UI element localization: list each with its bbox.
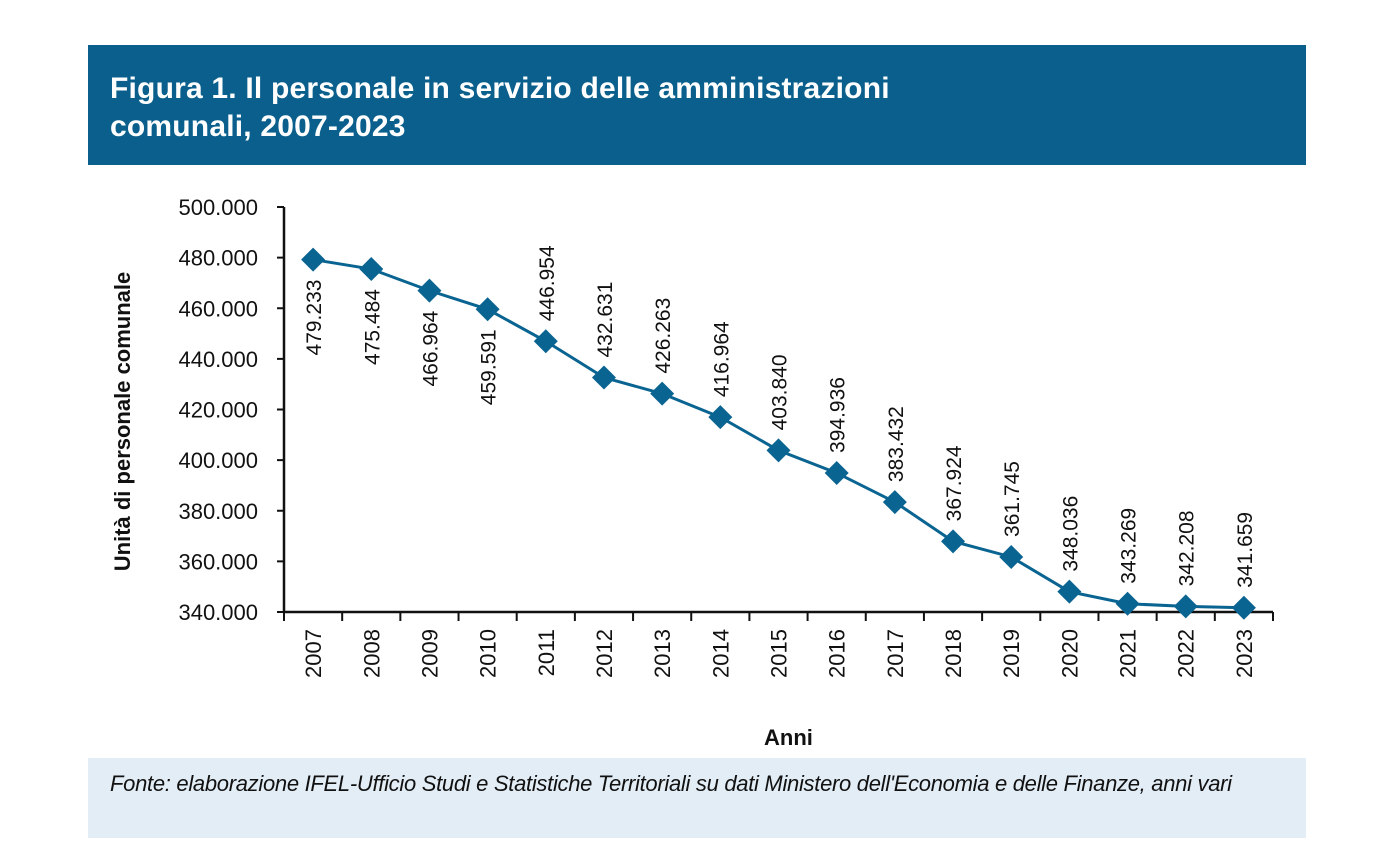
axes: 340.000 360.000 380.000 400.000 420.000 440.0… xyxy=(178,195,1274,678)
line-chart: Unità di personale comunale Anni 340.000… xyxy=(110,195,1274,750)
data-point-marker xyxy=(882,490,907,515)
data-point-marker xyxy=(1057,579,1082,604)
data-point-marker xyxy=(475,297,500,322)
data-point-marker xyxy=(1231,595,1256,620)
y-tick-label: 480.000 xyxy=(178,246,258,271)
x-tick-label: 2018 xyxy=(941,629,966,678)
series-line: 479.233 475.484 466.964 459.591 446.954 432.6… xyxy=(301,245,1257,620)
data-label: 383.432 xyxy=(885,406,908,482)
x-tick-label: 2019 xyxy=(999,629,1024,678)
figure-title: Figura 1. Il personale in servizio delle… xyxy=(110,72,890,143)
x-tick-label: 2020 xyxy=(1057,629,1082,678)
data-label: 394.936 xyxy=(827,377,850,453)
y-tick-label: 400.000 xyxy=(178,448,258,473)
data-label: 342.208 xyxy=(1176,510,1199,586)
data-point-marker xyxy=(1115,591,1140,616)
data-label: 403.840 xyxy=(769,354,792,430)
data-point-marker xyxy=(999,544,1024,569)
x-tick-label: 2016 xyxy=(825,629,850,678)
x-tick-label: 2010 xyxy=(476,629,501,678)
data-label: 367.924 xyxy=(943,445,966,521)
x-axis-title: Anni xyxy=(764,725,813,750)
data-label: 466.964 xyxy=(419,310,442,386)
data-point-marker xyxy=(359,257,384,282)
data-point-marker xyxy=(301,247,326,272)
x-tick-label: 2013 xyxy=(650,629,675,678)
data-point-marker xyxy=(708,405,733,430)
data-point-marker xyxy=(533,329,558,354)
y-tick-label: 380.000 xyxy=(178,499,258,524)
data-label: 426.263 xyxy=(652,298,675,374)
data-label: 446.954 xyxy=(536,245,559,321)
x-tick-label: 2009 xyxy=(417,629,442,678)
y-tick-label: 460.000 xyxy=(178,296,258,321)
data-label: 432.631 xyxy=(594,282,617,358)
y-tick-label: 360.000 xyxy=(178,549,258,574)
y-tick-label: 420.000 xyxy=(178,398,258,423)
data-label: 348.036 xyxy=(1059,496,1082,572)
data-label: 341.659 xyxy=(1234,512,1257,588)
data-point-marker xyxy=(824,460,849,485)
y-axis-title: Unità di personale comunale xyxy=(110,272,135,572)
data-point-marker xyxy=(766,438,791,463)
x-tick-label: 2022 xyxy=(1174,629,1199,678)
data-label: 416.964 xyxy=(710,321,733,397)
data-point-marker xyxy=(941,529,966,554)
x-tick-label: 2014 xyxy=(708,629,733,678)
data-label: 343.269 xyxy=(1118,508,1141,584)
data-point-marker xyxy=(591,365,616,390)
x-tick-label: 2007 xyxy=(301,629,326,678)
data-label: 475.484 xyxy=(361,289,384,365)
x-tick-label: 2011 xyxy=(534,629,559,676)
y-tick-label: 340.000 xyxy=(178,600,258,625)
x-tick-label: 2008 xyxy=(359,629,384,678)
data-point-marker xyxy=(650,381,675,406)
source-footer: Fonte: elaborazione IFEL-Ufficio Studi e… xyxy=(88,758,1306,838)
x-tick-label: 2012 xyxy=(592,629,617,678)
data-point-marker xyxy=(1173,594,1198,619)
data-point-marker xyxy=(417,278,442,303)
x-tick-label: 2021 xyxy=(1116,629,1141,678)
data-label: 361.745 xyxy=(1001,461,1024,537)
data-label: 479.233 xyxy=(303,280,326,356)
y-tick-label: 440.000 xyxy=(178,347,258,372)
x-tick-label: 2023 xyxy=(1232,629,1257,678)
x-tick-label: 2017 xyxy=(883,629,908,678)
source-note: Fonte: elaborazione IFEL-Ufficio Studi e… xyxy=(110,771,1232,796)
data-label: 459.591 xyxy=(478,329,501,405)
x-tick-label: 2015 xyxy=(767,629,792,678)
y-tick-label: 500.000 xyxy=(178,195,258,220)
figure-header: Figura 1. Il personale in servizio delle… xyxy=(88,45,1306,165)
series-polyline xyxy=(312,258,1244,610)
